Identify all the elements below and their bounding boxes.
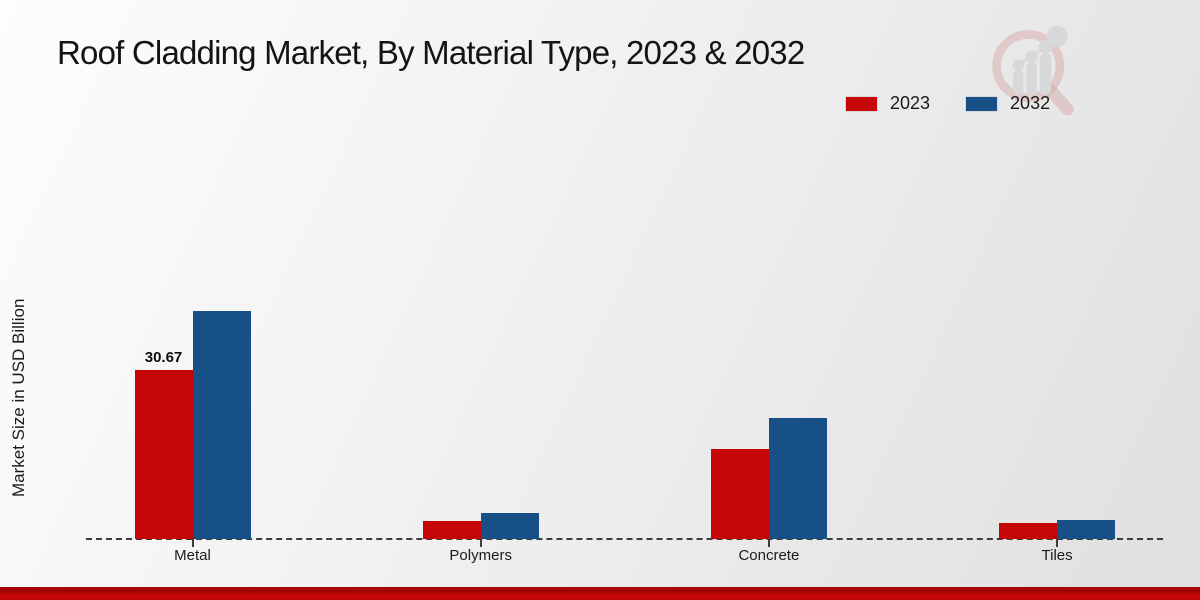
- axis-tick-tiles: [1056, 539, 1059, 547]
- bar-concrete-2023: [710, 449, 769, 539]
- legend-swatch-2023: [845, 95, 878, 112]
- legend: 2023 2032: [845, 93, 1050, 114]
- market-research-logo-icon: [992, 25, 1074, 116]
- legend-label-2032: 2032: [1010, 93, 1051, 113]
- bar-metal-2032: [192, 311, 251, 539]
- bar-tiles-2023: [999, 523, 1058, 539]
- axis-tick-polymers: [479, 539, 482, 547]
- legend-label-2023: 2023: [890, 93, 931, 113]
- bar-concrete-2032: [768, 418, 827, 539]
- axis-tick-metal: [191, 539, 194, 547]
- axis-tick-concrete: [767, 539, 770, 547]
- bar-metal-2023: [134, 370, 193, 539]
- bar-tiles-2032: [1057, 520, 1116, 539]
- category-label-metal: Metal: [174, 547, 211, 564]
- footer-accent-bar: [0, 587, 1200, 600]
- category-label-concrete: Concrete: [738, 547, 800, 564]
- legend-swatch-2032: [965, 95, 999, 112]
- category-label-polymers: Polymers: [449, 547, 512, 564]
- bar-polymers-2032: [480, 513, 539, 539]
- chart-title: Roof Cladding Market, By Material Type, …: [57, 34, 805, 71]
- x-axis-baseline: [86, 538, 1163, 540]
- category-label-tiles: Tiles: [1041, 547, 1073, 564]
- legend-item-2032: 2032: [965, 93, 1050, 114]
- bar-polymers-2023: [422, 521, 481, 539]
- bar-value-label: 30.67: [144, 349, 183, 366]
- legend-item-2023: 2023: [845, 93, 930, 114]
